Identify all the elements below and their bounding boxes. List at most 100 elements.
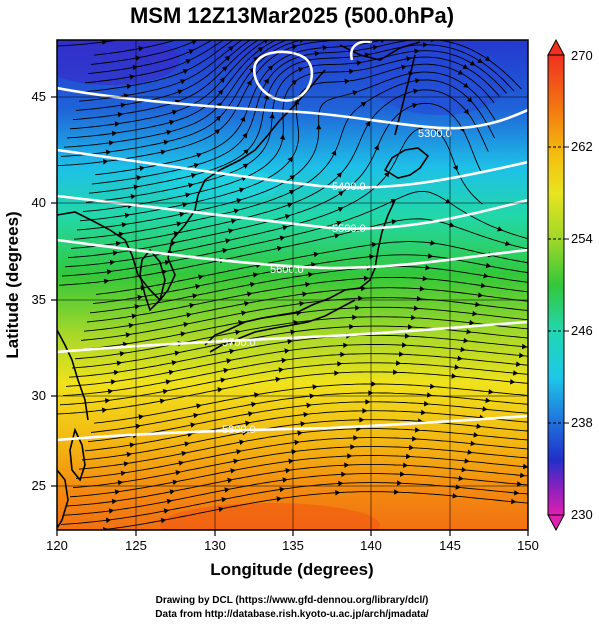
streamline-arrow	[131, 313, 137, 319]
streamline-arrow	[245, 420, 251, 426]
streamline-arrow	[419, 286, 425, 292]
streamline-arrow	[224, 487, 230, 493]
streamline	[84, 40, 225, 84]
streamline-arrow	[114, 489, 121, 495]
streamline-arrow	[316, 124, 322, 130]
streamline-arrow	[108, 508, 115, 514]
contour-5600	[57, 238, 528, 270]
streamline-arrow	[421, 409, 427, 416]
streamline-arrow	[236, 449, 242, 455]
streamline	[77, 306, 528, 351]
streamline-arrow	[452, 165, 458, 171]
temperature-field	[57, 40, 528, 530]
streamline-arrow	[215, 115, 222, 122]
streamline	[93, 383, 528, 424]
streamline-arrow	[400, 471, 406, 477]
streamline-arrow	[287, 202, 293, 208]
streamline-arrow	[177, 89, 183, 95]
streamline-arrow	[128, 322, 134, 329]
coast-china-east	[57, 329, 89, 421]
streamline-arrow	[162, 388, 169, 395]
x-axis-label: Longitude (degrees)	[210, 560, 373, 579]
streamline-arrow	[461, 466, 467, 473]
streamline	[63, 473, 528, 516]
streamline-arrow	[279, 486, 285, 493]
streamline-arrow	[312, 384, 318, 390]
streamline-arrow	[236, 198, 242, 204]
streamline-arrow	[452, 493, 458, 499]
contour-label-5500: 5500.0	[332, 223, 366, 235]
coast-taiwan	[69, 427, 86, 482]
streamline-arrow	[355, 305, 361, 311]
colorbar-tick-262: 262	[571, 139, 593, 154]
streamline-arrow	[402, 342, 408, 348]
streamline-arrow	[246, 80, 252, 86]
streamline-arrow	[233, 458, 239, 464]
streamline	[57, 40, 343, 167]
coast-sakhalin	[394, 54, 416, 136]
streamline-arrow	[132, 64, 138, 71]
colorbar-ticks	[548, 146, 569, 424]
streamline-arrow	[168, 369, 175, 376]
streamline-arrow	[111, 130, 118, 137]
streamline-arrow	[183, 321, 189, 328]
warm-patch-south	[160, 503, 380, 530]
credit-drawing: Drawing by DCL (https://www.gfd-dennou.o…	[156, 595, 429, 606]
streamline	[60, 482, 528, 525]
streamline-arrow	[505, 240, 511, 247]
streamline	[91, 40, 522, 185]
streamline-arrow	[287, 338, 293, 345]
streamline-arrow	[180, 331, 186, 337]
streamline-arrow	[223, 367, 229, 374]
streamline-arrow	[430, 383, 436, 390]
contour-closed-low-east	[349, 40, 373, 61]
streamline-arrow	[282, 477, 288, 483]
streamline-arrow	[225, 238, 231, 244]
streamline-arrow	[396, 360, 402, 366]
streamline-arrow	[497, 226, 503, 232]
streamline	[66, 40, 277, 139]
streamline-arrow	[305, 281, 311, 288]
streamline-arrow	[191, 40, 197, 45]
streamline-arrow	[188, 182, 194, 189]
streamline-arrow	[347, 453, 353, 459]
streamline-arrow	[107, 388, 114, 395]
streamline-arrow	[284, 348, 290, 354]
streamline-arrow	[360, 101, 367, 107]
streamline-arrow	[279, 134, 286, 140]
coast-korea	[139, 248, 166, 312]
streamline-arrow	[514, 490, 520, 496]
map-area: 5300.0 5400.0 5500.0 5600.0 5700.0 5800.…	[57, 40, 528, 530]
contour-5700	[57, 320, 528, 354]
contour-5800	[57, 414, 528, 442]
contour-label-5400: 5400.0	[332, 181, 366, 193]
contour-label-5700: 5700.0	[222, 337, 256, 349]
streamline-arrow	[475, 301, 481, 308]
streamline-arrow	[302, 291, 308, 297]
streamline	[80, 297, 528, 341]
streamline-arrow	[175, 470, 181, 476]
streamline-arrow	[519, 352, 525, 359]
colorbar-tick-254: 254	[571, 231, 593, 246]
streamline-arrow	[111, 498, 118, 505]
streamline-arrow	[410, 314, 417, 321]
streamline-arrow	[224, 55, 231, 62]
streamline-arrow	[198, 274, 204, 280]
contour-label-5800: 5800.0	[222, 424, 256, 436]
streamline	[68, 334, 528, 378]
streamline-arrow	[352, 314, 358, 321]
streamline-arrow	[179, 211, 185, 218]
streamline-arrow	[171, 360, 178, 366]
streamline-arrow	[464, 458, 470, 464]
streamline	[85, 50, 507, 203]
streamline-arrow	[185, 59, 192, 65]
streamline-arrow	[401, 64, 407, 70]
streamline	[73, 79, 496, 240]
streamline-arrow	[428, 253, 434, 259]
streamline-arrow	[121, 222, 128, 228]
streamline-arrow	[119, 351, 126, 357]
streamline-arrow	[257, 47, 264, 53]
streamline-arrow	[412, 102, 418, 109]
streamline-arrow	[424, 401, 430, 407]
